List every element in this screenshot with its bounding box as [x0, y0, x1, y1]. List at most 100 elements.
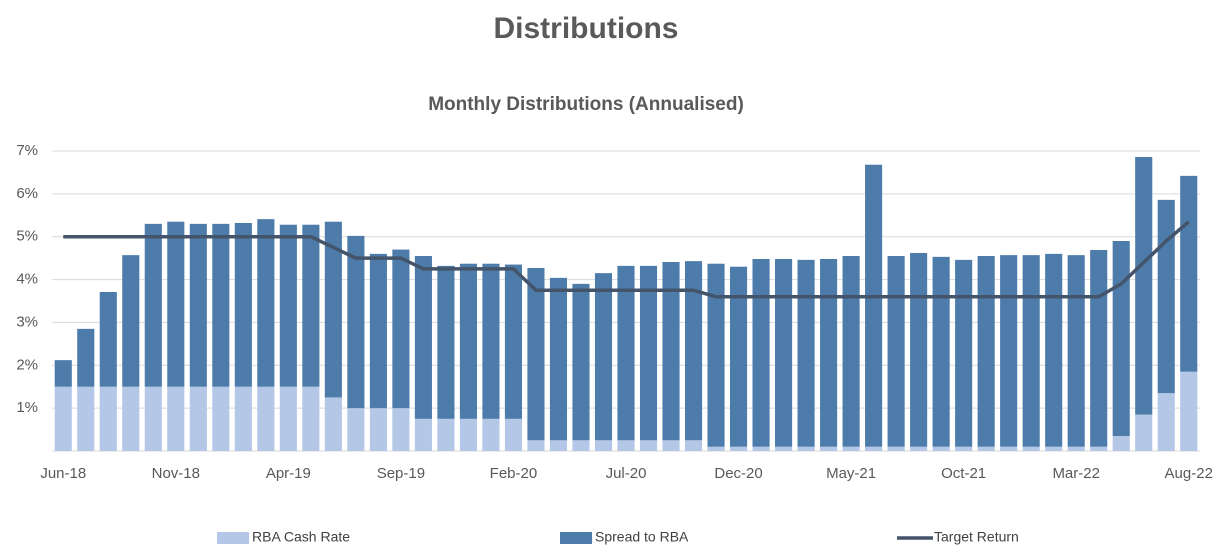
bar	[1045, 446, 1063, 451]
bar	[932, 256, 950, 447]
bar	[572, 440, 590, 451]
bar	[482, 263, 500, 419]
bar	[1067, 255, 1085, 447]
x-tick-label: Feb-20	[490, 465, 538, 482]
y-tick-label: 3%	[16, 313, 38, 330]
bar	[1135, 157, 1153, 415]
bar	[662, 262, 680, 441]
bar	[572, 283, 590, 441]
bar	[189, 386, 207, 451]
bar	[504, 418, 523, 451]
y-tick-label: 7%	[16, 142, 38, 159]
bar	[797, 446, 815, 451]
bar	[842, 256, 860, 447]
bar	[594, 273, 613, 441]
bar	[527, 268, 545, 441]
y-tick-label: 5%	[16, 228, 38, 245]
bar	[144, 223, 162, 387]
bar	[955, 446, 973, 451]
bar	[347, 408, 365, 451]
bar	[707, 263, 725, 447]
bar	[1135, 414, 1153, 451]
chart-subtitle: Monthly Distributions (Annualised)	[428, 94, 744, 115]
bar	[707, 446, 725, 451]
bar	[167, 386, 185, 451]
bar	[594, 440, 613, 451]
x-tick-label: Nov-18	[152, 465, 200, 482]
bar	[865, 446, 883, 451]
bar	[167, 221, 185, 387]
bar	[459, 418, 477, 451]
bar	[212, 223, 230, 387]
x-tick-label: Apr-19	[266, 465, 311, 482]
bar	[77, 328, 95, 387]
bar	[549, 277, 568, 441]
x-tick-label: Jun-18	[40, 465, 86, 482]
x-tick-label: Dec-20	[714, 465, 762, 482]
bar	[1067, 446, 1085, 451]
bar	[820, 446, 838, 451]
bar	[842, 446, 860, 451]
bar	[1090, 446, 1108, 451]
bar	[1022, 255, 1040, 447]
bar	[887, 446, 905, 451]
bar	[392, 408, 410, 451]
bar	[820, 259, 838, 447]
bar	[527, 440, 545, 451]
bar	[955, 259, 973, 447]
bar	[212, 386, 230, 451]
bar	[977, 256, 995, 447]
bar	[302, 386, 320, 451]
bar	[77, 386, 95, 451]
legend-swatch	[217, 532, 249, 544]
chart-title: Distributions	[494, 12, 679, 45]
bar	[504, 264, 523, 419]
bar	[99, 386, 117, 451]
bar	[752, 446, 770, 451]
bar	[639, 440, 658, 451]
bar	[662, 440, 680, 451]
bar	[617, 265, 635, 441]
x-tick-label: May-21	[826, 465, 876, 482]
bar	[459, 263, 477, 419]
bar	[369, 408, 387, 451]
bar	[482, 418, 500, 451]
bar	[257, 386, 275, 451]
bar	[1000, 255, 1018, 447]
bar	[1180, 371, 1198, 451]
bar	[257, 219, 275, 387]
bar	[684, 261, 703, 441]
bar	[752, 259, 770, 447]
x-tick-label: Mar-22	[1052, 465, 1100, 482]
bar	[54, 360, 72, 387]
bar	[347, 235, 365, 409]
bar	[549, 440, 568, 451]
bar	[324, 397, 342, 451]
bar	[1157, 393, 1175, 451]
bar	[1180, 175, 1198, 372]
bar	[234, 223, 252, 387]
bar	[910, 446, 928, 451]
bar	[437, 418, 455, 451]
bar	[729, 266, 748, 447]
bar	[437, 265, 455, 419]
bar	[392, 249, 410, 409]
line	[63, 220, 1190, 299]
bar	[189, 223, 207, 387]
bar	[1000, 446, 1018, 451]
legend-label: Spread to RBA	[595, 529, 689, 545]
bar	[279, 386, 297, 451]
bar	[797, 259, 815, 447]
bar	[932, 446, 950, 451]
bar	[1090, 250, 1108, 447]
bar	[234, 386, 252, 451]
legend-swatch	[560, 532, 592, 544]
y-tick-label: 2%	[16, 356, 38, 373]
bar	[279, 224, 297, 387]
bar	[617, 440, 635, 451]
legend-label: Target Return	[934, 529, 1019, 545]
bar	[369, 253, 387, 409]
x-tick-label: Aug-22	[1165, 465, 1213, 482]
bar	[302, 224, 320, 387]
bar	[910, 253, 928, 447]
